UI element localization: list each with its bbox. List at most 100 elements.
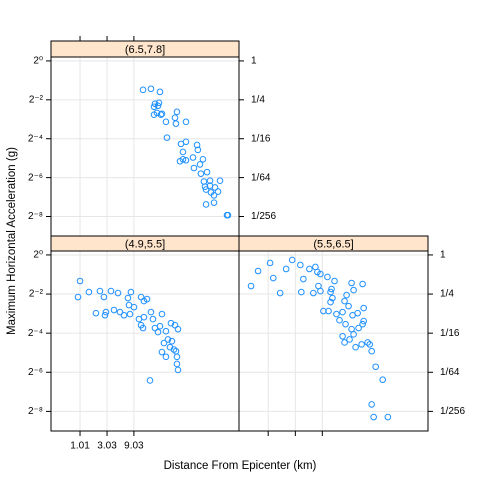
point	[370, 413, 377, 421]
point	[140, 313, 148, 321]
y-tick-label: 2⁻⁸	[28, 406, 43, 417]
y-tick-label: 2⁰	[33, 250, 43, 261]
point	[158, 310, 166, 318]
point	[355, 324, 362, 332]
point	[85, 288, 93, 296]
point	[174, 366, 182, 374]
point	[333, 310, 340, 318]
point	[359, 320, 366, 328]
point	[174, 325, 182, 333]
y-tick-label: 2⁻²	[29, 289, 44, 300]
point	[306, 265, 313, 273]
point	[126, 310, 134, 318]
point	[214, 188, 222, 195]
point	[158, 110, 166, 118]
point	[345, 302, 352, 310]
point	[182, 156, 190, 164]
point	[158, 348, 166, 356]
point	[157, 111, 165, 119]
point	[339, 308, 346, 316]
point	[384, 413, 392, 421]
point	[352, 343, 359, 351]
point	[137, 293, 145, 301]
point	[324, 273, 331, 281]
point	[339, 332, 346, 340]
point	[168, 337, 176, 345]
point	[173, 108, 181, 116]
y2-tick-label: 1/256	[440, 406, 465, 417]
y-tick-label: 2⁻⁴	[28, 328, 43, 339]
x-tick-label: 9.03	[124, 441, 144, 452]
y2-tick-label: 1/4	[440, 289, 454, 300]
point	[172, 120, 180, 127]
point	[197, 170, 205, 177]
point	[150, 103, 158, 111]
point	[206, 177, 214, 184]
point	[189, 154, 197, 161]
x-tick-label: 1.01	[70, 441, 90, 452]
point	[364, 339, 371, 346]
point	[342, 320, 349, 328]
point	[360, 304, 367, 312]
point	[140, 297, 148, 305]
point	[354, 309, 361, 317]
point	[154, 328, 162, 336]
y-tick-label: 2⁰	[33, 56, 43, 67]
y-tick-label: 2⁻²	[29, 94, 44, 105]
point	[179, 148, 187, 156]
point	[310, 289, 317, 297]
point	[343, 291, 350, 299]
point	[162, 353, 170, 361]
point	[379, 376, 387, 384]
y2-tick-label: 1/4	[251, 94, 265, 105]
strip-label: (5.5,6.5]	[313, 238, 353, 250]
point	[320, 307, 327, 315]
point	[194, 146, 202, 154]
y2-tick-label: 1/64	[251, 172, 271, 183]
point	[341, 339, 348, 346]
point	[210, 192, 218, 199]
point	[176, 157, 184, 165]
y2-tick-label: 1/16	[440, 328, 460, 339]
point	[372, 363, 379, 371]
point	[358, 341, 365, 348]
x-axis-label: Distance From Epicenter (km)	[164, 460, 317, 472]
point	[328, 285, 335, 293]
y-tick-label: 2⁻⁶	[28, 367, 43, 378]
point	[247, 282, 255, 290]
point	[147, 85, 155, 93]
point	[139, 324, 147, 332]
point	[120, 311, 128, 319]
point	[102, 308, 110, 316]
point	[127, 288, 135, 296]
point	[329, 294, 336, 302]
point	[100, 293, 108, 301]
point	[269, 274, 277, 282]
point	[327, 298, 334, 306]
point	[317, 270, 324, 278]
point	[116, 308, 124, 316]
strip-label: (6.5,7.8]	[125, 44, 165, 56]
point	[110, 306, 118, 314]
point	[107, 287, 115, 295]
point	[298, 288, 305, 296]
y2-tick-label: 1	[440, 250, 446, 261]
point	[150, 111, 158, 119]
point	[366, 341, 373, 348]
point	[254, 267, 262, 275]
point	[173, 353, 181, 361]
point	[276, 289, 284, 297]
point	[173, 360, 181, 368]
point	[348, 279, 355, 287]
point	[146, 377, 154, 384]
point	[155, 99, 163, 107]
point	[139, 86, 147, 94]
y-axis-label: Maximum Horizontal Acceleration (g)	[6, 147, 18, 335]
y2-tick-label: 1/256	[251, 211, 276, 222]
point	[368, 347, 375, 355]
point	[350, 331, 357, 338]
strip-label: (4.9,5.5]	[125, 238, 165, 250]
point	[210, 199, 218, 206]
point	[114, 289, 122, 297]
